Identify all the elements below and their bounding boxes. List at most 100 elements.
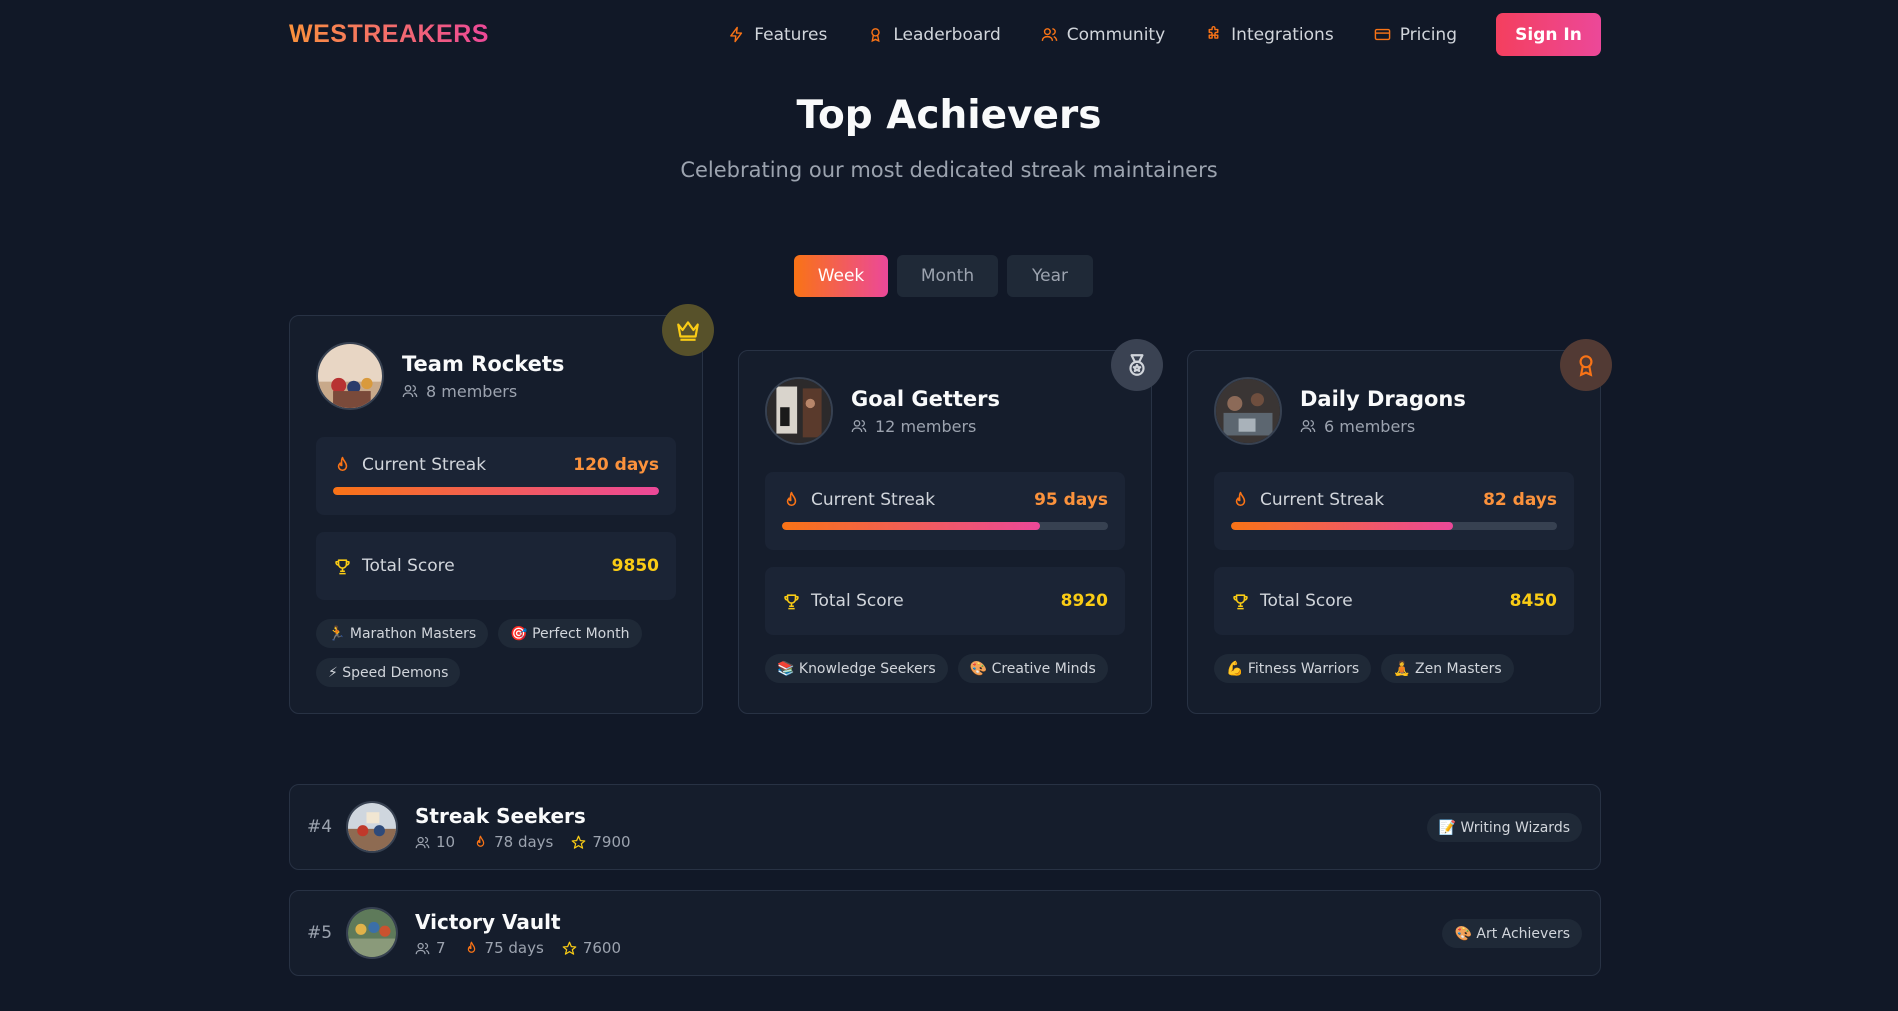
crown-icon	[677, 321, 699, 341]
nav-link-label: Leaderboard	[893, 24, 1001, 45]
flame-icon	[786, 491, 797, 506]
achievement-chip: 📚 Knowledge Seekers	[765, 654, 948, 683]
team-name: Team Rockets	[402, 351, 565, 376]
score-value: 8450	[1509, 591, 1557, 611]
rank-badge	[1560, 339, 1612, 391]
row-meta: 7 75 days 7600	[415, 939, 621, 957]
top-team-card-2[interactable]: Goal Getters 12 members Current Streak 9…	[738, 339, 1163, 714]
flame-icon	[1235, 491, 1246, 506]
tab-month[interactable]: Month	[897, 255, 998, 297]
nav-link-pricing[interactable]: Pricing	[1374, 25, 1457, 45]
streak-label: Current Streak	[1260, 490, 1385, 510]
streak-panel: Current Streak 120 days	[316, 437, 676, 515]
team-name: Goal Getters	[851, 386, 1000, 411]
row-score: 7900	[592, 833, 631, 851]
streak-value: 82 days	[1483, 490, 1557, 510]
nav-link-label: Community	[1066, 24, 1166, 45]
team-members: 6 members	[1300, 417, 1466, 436]
tab-week[interactable]: Week	[794, 255, 888, 297]
achievement-chip: 🎯 Perfect Month	[498, 619, 642, 648]
top-nav: WESTREAKERS Features Leaderboard Communi…	[289, 13, 1601, 56]
achievement-chip: 📝 Writing Wizards	[1426, 813, 1582, 842]
team-header: Goal Getters 12 members	[765, 377, 1000, 445]
lightning-icon	[730, 26, 743, 43]
team-avatar	[316, 342, 384, 410]
users-icon	[415, 942, 430, 954]
streak-panel: Current Streak 82 days	[1214, 472, 1574, 550]
page-subtitle: Celebrating our most dedicated streak ma…	[680, 158, 1218, 182]
star-icon	[562, 941, 577, 955]
row-members: 10	[436, 833, 456, 851]
achievement-chip: 🏃 Marathon Masters	[316, 619, 489, 648]
team-members: 12 members	[851, 417, 1000, 436]
achievement-chips: 🏃 Marathon Masters 🎯 Perfect Month ⚡ Spe…	[316, 619, 686, 687]
streak-progress-bar	[782, 522, 1108, 530]
row-streak: 75 days	[484, 939, 544, 957]
puzzle-icon	[1208, 26, 1219, 39]
members-count: 6 members	[1324, 416, 1416, 436]
trophy-icon	[335, 558, 350, 574]
star-icon	[571, 835, 586, 849]
sign-in-button[interactable]: Sign In	[1496, 13, 1601, 56]
achievement-chip: 🎨 Art Achievers	[1442, 919, 1582, 948]
score-panel: Total Score 8450	[1214, 567, 1574, 635]
score-panel: Total Score 8920	[765, 567, 1125, 635]
streak-progress-bar	[333, 487, 659, 495]
rank-badge	[1111, 339, 1163, 391]
streak-progress-fill	[333, 487, 659, 495]
tab-year[interactable]: Year	[1007, 255, 1093, 297]
row-rank: #4	[307, 817, 333, 837]
credit-card-icon	[1374, 28, 1390, 41]
streak-label: Current Streak	[362, 455, 487, 475]
top-team-card-3[interactable]: Daily Dragons 6 members Current Streak 8…	[1187, 339, 1612, 714]
row-score: 7600	[582, 939, 621, 957]
achievement-chip: ⚡ Speed Demons	[316, 658, 461, 687]
team-members: 8 members	[402, 382, 564, 401]
achievement-chip: 💪 Fitness Warriors	[1214, 654, 1372, 683]
flame-icon	[467, 941, 475, 953]
streak-progress-fill	[1231, 522, 1453, 530]
trophy-icon	[784, 593, 799, 609]
rank-badge	[662, 304, 714, 356]
row-meta: 10 78 days 7900	[415, 833, 631, 851]
score-label: Total Score	[1260, 591, 1353, 611]
leaderboard-row[interactable]: #5 Victory Vault 7 75 days 7600 🎨 Art Ac…	[289, 890, 1601, 976]
logo[interactable]: WESTREAKERS	[289, 20, 489, 48]
row-rank: #5	[307, 923, 333, 943]
nav-links: Features Leaderboard Community Integrati…	[688, 13, 1601, 56]
nav-link-label: Features	[754, 24, 828, 45]
streak-value: 120 days	[573, 455, 659, 475]
trophy-icon	[1233, 593, 1248, 609]
nav-link-leaderboard[interactable]: Leaderboard	[867, 24, 1001, 45]
row-team-name: Victory Vault	[415, 910, 561, 934]
score-panel: Total Score 9850	[316, 532, 676, 600]
members-count: 12 members	[875, 416, 977, 436]
team-avatar	[1214, 377, 1282, 445]
leaderboard-row[interactable]: #4 Streak Seekers 10 78 days 7900 📝 Writ…	[289, 784, 1601, 870]
period-tabs: Week Month Year	[794, 255, 1093, 297]
achievement-chips: 💪 Fitness Warriors 🧘 Zen Masters	[1214, 654, 1584, 683]
achievement-chips: 📚 Knowledge Seekers 🎨 Creative Minds	[765, 654, 1135, 683]
users-icon	[1041, 28, 1058, 41]
streak-progress-fill	[782, 522, 1040, 530]
row-streak: 78 days	[494, 833, 554, 851]
members-count: 8 members	[426, 381, 518, 401]
score-label: Total Score	[811, 591, 904, 611]
users-icon	[415, 836, 430, 848]
team-name: Daily Dragons	[1300, 386, 1466, 411]
nav-link-label: Integrations	[1231, 24, 1334, 45]
team-avatar	[346, 907, 398, 959]
team-avatar	[346, 801, 398, 853]
team-header: Team Rockets 8 members	[316, 342, 564, 410]
nav-link-label: Pricing	[1399, 24, 1457, 45]
award-icon	[1579, 355, 1593, 377]
row-team-name: Streak Seekers	[415, 804, 586, 828]
score-value: 9850	[611, 556, 659, 576]
top-team-card-1[interactable]: Team Rockets 8 members Current Streak 12…	[289, 304, 714, 714]
flame-icon	[337, 456, 348, 471]
score-value: 8920	[1060, 591, 1108, 611]
achievement-chip: 🎨 Creative Minds	[957, 654, 1108, 683]
nav-link-features[interactable]: Features	[728, 25, 827, 45]
nav-link-integrations[interactable]: Integrations	[1205, 25, 1334, 45]
nav-link-community[interactable]: Community	[1041, 25, 1165, 45]
